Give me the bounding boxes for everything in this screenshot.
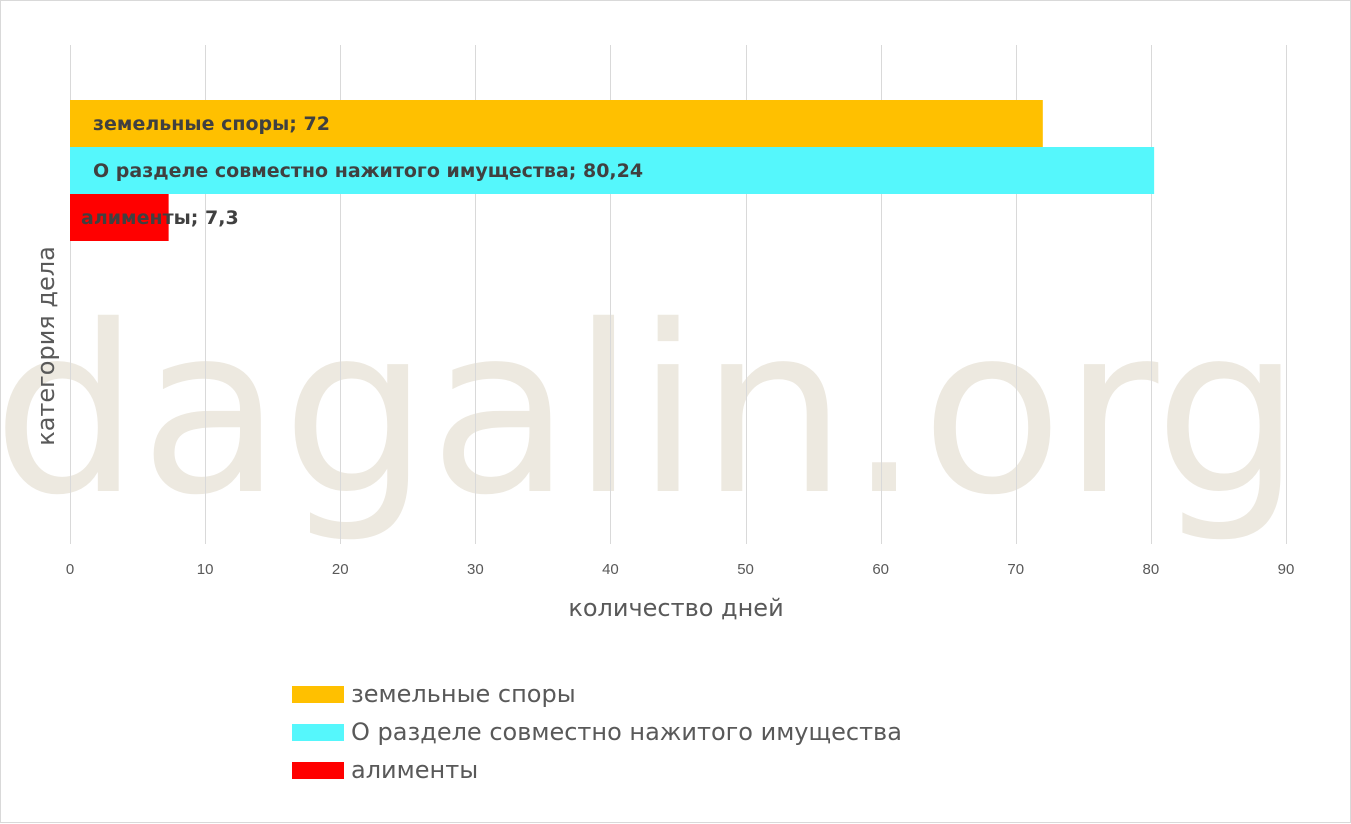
bar <box>70 147 1155 194</box>
x-axis-title: количество дней <box>568 594 783 622</box>
x-tick-label: 20 <box>332 561 349 578</box>
legend: земельные споры О разделе совместно нажит… <box>292 680 902 784</box>
bar-data-label: алименты; 7,3 <box>81 207 239 229</box>
x-tick-label: 0 <box>66 561 74 578</box>
legend-swatch <box>292 686 344 703</box>
legend-label: земельные споры <box>351 680 576 708</box>
x-tick-label: 50 <box>737 561 754 578</box>
watermark-text: dagalin.org <box>1 276 1302 546</box>
x-tick-label: 80 <box>1143 561 1160 578</box>
x-tick-label: 10 <box>197 561 214 578</box>
bar-data-label: земельные споры; 72 <box>93 113 330 135</box>
legend-swatch <box>292 724 344 741</box>
bars-group: земельные споры; 72 О разделе совместно н… <box>70 100 1155 241</box>
x-tick-labels: 0 10 20 30 40 50 60 70 80 90 <box>66 561 1295 578</box>
x-tick-label: 40 <box>602 561 619 578</box>
legend-label: О разделе совместно нажитого имущества <box>351 718 902 746</box>
bar <box>70 100 1043 147</box>
x-tick-label: 60 <box>872 561 889 578</box>
bar-data-label: О разделе совместно нажитого имущества; … <box>93 160 643 182</box>
legend-swatch <box>292 762 344 779</box>
x-tick-label: 90 <box>1278 561 1295 578</box>
y-axis-title: категория дела <box>32 246 60 446</box>
x-tick-label: 70 <box>1007 561 1024 578</box>
legend-label: алименты <box>351 756 478 784</box>
bar <box>70 194 169 241</box>
x-tick-label: 30 <box>467 561 484 578</box>
